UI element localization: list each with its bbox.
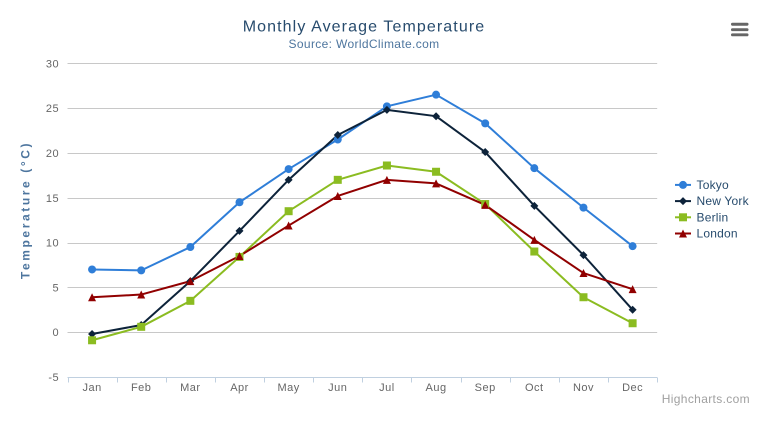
svg-text:Jan: Jan [82,382,101,394]
svg-text:Jul: Jul [379,382,395,394]
svg-text:Berlin: Berlin [697,210,729,224]
svg-text:Temperature (°C): Temperature (°C) [19,141,33,279]
svg-text:London: London [697,227,738,241]
svg-text:Monthly Average Temperature: Monthly Average Temperature [243,19,486,36]
svg-text:New York: New York [697,194,750,208]
svg-text:Aug: Aug [426,382,447,394]
svg-text:10: 10 [46,238,59,250]
svg-text:Dec: Dec [622,382,643,394]
svg-text:Nov: Nov [573,382,594,394]
svg-text:-5: -5 [48,372,59,384]
svg-text:Jun: Jun [328,382,347,394]
svg-text:25: 25 [46,103,59,115]
svg-text:Sep: Sep [475,382,496,394]
svg-text:5: 5 [52,282,59,294]
svg-text:Source: WorldClimate.com: Source: WorldClimate.com [289,37,440,51]
svg-text:Tokyo: Tokyo [697,178,729,192]
svg-text:Oct: Oct [525,382,544,394]
svg-text:15: 15 [46,193,59,205]
svg-text:Highcharts.com: Highcharts.com [662,392,750,406]
svg-text:0: 0 [52,327,59,339]
svg-text:May: May [277,382,299,394]
svg-text:Feb: Feb [131,382,151,394]
svg-text:Mar: Mar [180,382,200,394]
svg-text:Apr: Apr [230,382,249,394]
svg-text:20: 20 [46,148,59,160]
svg-text:30: 30 [46,58,59,70]
